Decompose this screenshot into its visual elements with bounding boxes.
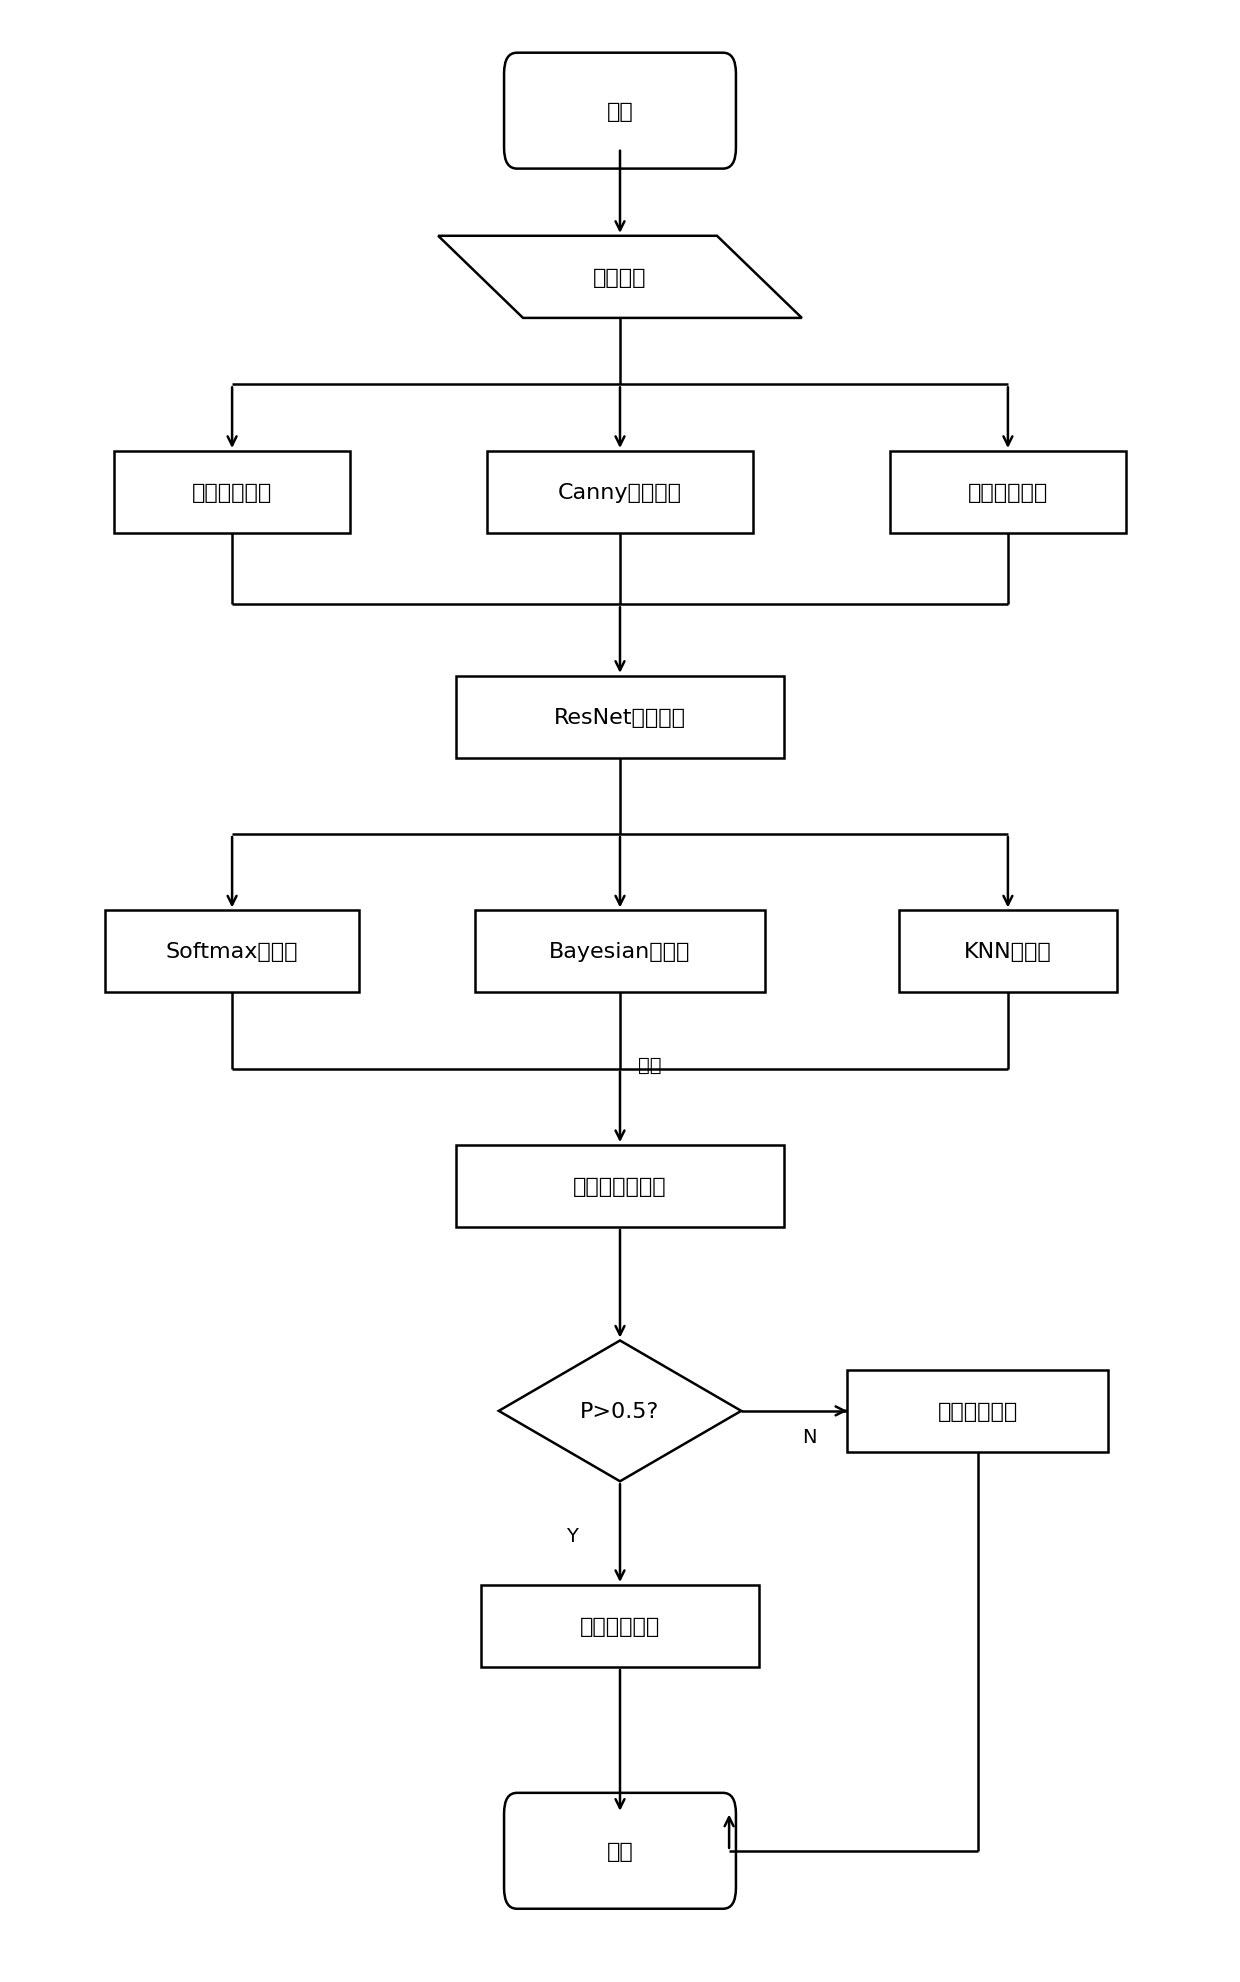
Text: 判断为浆液性: 判断为浆液性 <box>580 1615 660 1635</box>
Bar <box>114 452 350 533</box>
Text: 开始: 开始 <box>606 101 634 121</box>
Text: Softmax分类器: Softmax分类器 <box>166 941 299 961</box>
Bar <box>890 452 1126 533</box>
Text: 输入图像: 输入图像 <box>593 268 647 287</box>
Text: Canny边缘检测: Canny边缘检测 <box>558 484 682 503</box>
Polygon shape <box>438 236 802 319</box>
Bar <box>847 1370 1107 1453</box>
FancyBboxPatch shape <box>505 54 735 170</box>
Text: Y: Y <box>565 1526 578 1546</box>
Bar <box>486 452 754 533</box>
Bar <box>456 1146 784 1227</box>
Bar <box>105 912 360 993</box>
Bar <box>475 912 765 993</box>
Text: KNN分类器: KNN分类器 <box>963 941 1052 961</box>
Text: N: N <box>802 1427 816 1447</box>
Polygon shape <box>498 1340 742 1481</box>
Text: Bayesian分类器: Bayesian分类器 <box>549 941 691 961</box>
Text: ResNet特征提取: ResNet特征提取 <box>554 708 686 727</box>
Text: 结束: 结束 <box>606 1841 634 1861</box>
Bar <box>481 1586 759 1667</box>
Bar <box>899 912 1117 993</box>
Bar <box>456 676 784 759</box>
Text: 概率: 概率 <box>639 1056 662 1074</box>
Text: 计算梯度幅値: 计算梯度幅値 <box>967 484 1048 503</box>
Text: 随机森林分类器: 随机森林分类器 <box>573 1177 667 1197</box>
FancyBboxPatch shape <box>505 1794 735 1909</box>
Text: 判断为黏液性: 判断为黏液性 <box>937 1401 1018 1421</box>
Text: P>0.5?: P>0.5? <box>580 1401 660 1421</box>
Text: 调整窗宽窗位: 调整窗宽窗位 <box>192 484 273 503</box>
